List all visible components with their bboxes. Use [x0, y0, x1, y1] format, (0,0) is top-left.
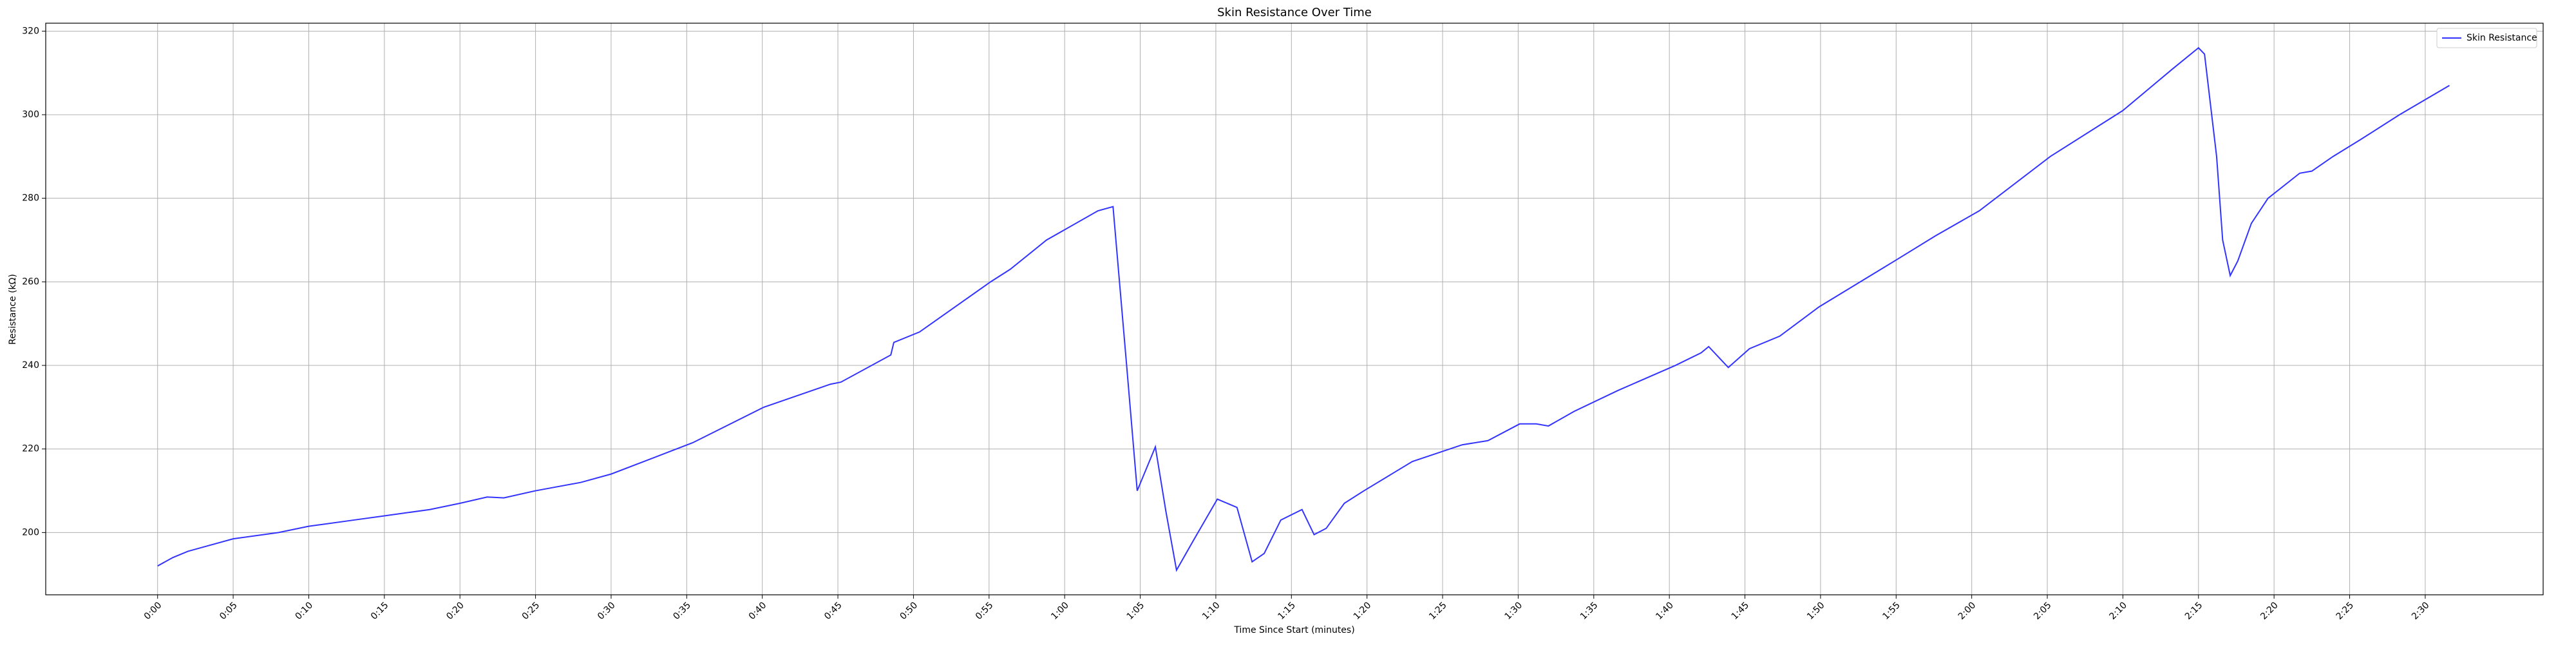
data-line	[157, 46, 2450, 572]
y-tick-label: 220	[22, 444, 39, 454]
legend-box	[2436, 28, 2537, 48]
y-tick-label: 240	[22, 360, 39, 371]
y-tick-label: 300	[22, 110, 39, 120]
y-tick-label: 320	[22, 26, 39, 36]
x-axis-label: Time Since Start (minutes)	[1233, 625, 1354, 635]
y-axis-label: Resistance (kΩ)	[8, 274, 18, 345]
y-tick-label: 200	[22, 527, 39, 537]
plot-frame	[45, 23, 2544, 595]
chart-title: Skin Resistance Over Time	[1217, 6, 1372, 19]
y-tick-label: 280	[22, 193, 39, 204]
legend-label: Skin Resistance	[2467, 33, 2537, 43]
y-tick-label: 260	[22, 276, 39, 287]
